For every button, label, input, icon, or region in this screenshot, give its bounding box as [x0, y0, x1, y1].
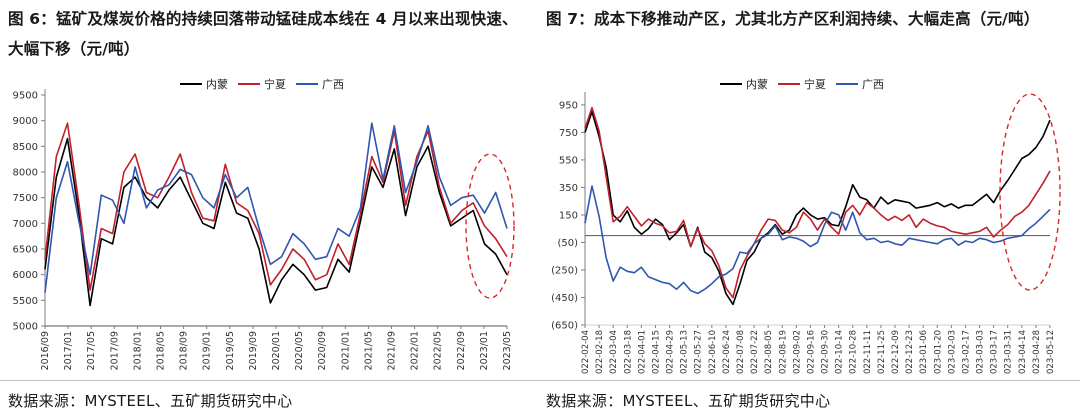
y-tick-label: (650)	[551, 321, 578, 332]
y-tick-label: 8000	[13, 168, 38, 179]
y-tick-label: 9500	[13, 91, 38, 102]
x-tick-label: 2022-07-08	[736, 330, 746, 375]
y-tick-label: 5000	[13, 322, 38, 333]
x-tick-label: 2018/05	[156, 331, 167, 370]
x-tick-label: 2022-04-29	[666, 330, 676, 375]
x-tick-label: 2022/01	[410, 331, 421, 370]
x-tick-label: 2020/09	[317, 331, 328, 370]
chart-figure-6: 5000 5500 6000 6500 7000 7500 8000 8500 9000 9500…	[13, 77, 515, 370]
x-tick-label: 2023-02-03	[947, 330, 957, 375]
x-tick-label: 2022-06-10	[708, 330, 718, 375]
series-line-2	[584, 185, 1051, 295]
x-tick-label: 2017/01	[63, 331, 74, 370]
x-tick-label: 2021/09	[387, 331, 398, 370]
x-tick-label: 2023-02-17	[961, 330, 971, 375]
x-tick-label: 2022/05	[433, 331, 444, 370]
figure-6-title: 图 6：锰矿及煤炭价格的持续回落带动锰硅成本线在 4 月以来出现快速、大幅下移（…	[8, 10, 518, 58]
x-tick-label: 2018/01	[132, 331, 143, 370]
x-tick-label: 2022-10-28	[849, 330, 859, 375]
x-tick-label: 2022-07-22	[750, 330, 760, 375]
x-tick-label: 2022-09-16	[806, 330, 816, 375]
legend-label-2: 广西	[322, 78, 344, 91]
x-tick-label: 2023/05	[502, 331, 513, 370]
x-tick-label: 2023-03-31	[1004, 330, 1014, 375]
x-tick-label: 2022/09	[456, 331, 467, 370]
figure-7-source: 数据来源：MYSTEEL、五矿期货研究中心	[546, 392, 831, 410]
x-tick-label: 2022-05-13	[680, 330, 690, 375]
x-tick-label: 2021/01	[340, 331, 351, 370]
x-tick-label: 2022-03-04	[609, 330, 619, 375]
y-tick-label: 550	[559, 155, 578, 166]
x-tick-label: 2023-03-17	[990, 330, 1000, 375]
x-tick-label: 2023-01-06	[919, 330, 929, 375]
x-tick-label: 2023-03-03	[976, 330, 986, 375]
series-line-0	[44, 137, 508, 307]
x-tick-label: 2022-11-11	[863, 330, 873, 375]
x-tick-label: 2022-04-01	[637, 330, 647, 375]
x-tick-label: 2021/05	[363, 331, 374, 370]
y-tick-label: 150	[559, 210, 578, 221]
chart-figure-7: 950750550350150(50)(250)(450)(650)2022-0…	[551, 77, 1061, 375]
y-tick-label: 9000	[13, 116, 38, 127]
x-tick-label: 2022-02-04	[581, 330, 591, 375]
x-tick-label: 2023-04-28	[1032, 330, 1042, 375]
x-tick-label: 2022-08-19	[778, 330, 788, 375]
legend-label-0: 内蒙	[206, 77, 228, 91]
highlight-ellipse	[465, 153, 515, 299]
x-tick-label: 2022-06-24	[722, 330, 732, 375]
x-tick-label: 2022-04-15	[651, 330, 661, 375]
y-tick-label: (50)	[557, 238, 578, 249]
x-tick-label: 2023-05-12	[1046, 330, 1056, 375]
y-tick-label: 5500	[13, 296, 38, 307]
y-tick-label: 950	[559, 100, 578, 111]
x-tick-label: 2022-08-05	[764, 330, 774, 375]
y-tick-label: 7500	[13, 193, 38, 204]
x-tick-label: 2022-09-30	[821, 330, 831, 375]
series-line-1	[584, 106, 1051, 299]
legend-label-0: 内蒙	[746, 77, 768, 91]
y-tick-label: 8500	[13, 142, 38, 153]
x-tick-label: 2022-12-23	[905, 330, 915, 375]
x-tick-label: 2023-01-20	[933, 330, 943, 375]
x-tick-label: 2020/05	[294, 331, 305, 370]
legend-label-1: 宁夏	[804, 77, 826, 91]
figure-7: 图 7：成本下移推动产区，尤其北方产区利润持续、大幅走高（元/吨） 950 750…	[540, 0, 1080, 419]
x-tick-label: 2016/09	[40, 331, 51, 370]
y-tick-label: 750	[559, 128, 578, 139]
x-tick-label: 2017/05	[86, 331, 97, 370]
y-tick-label: 6500	[13, 245, 38, 256]
x-tick-label: 2022-05-27	[694, 330, 704, 375]
x-tick-label: 2022-02-18	[595, 330, 605, 375]
y-tick-label: 7000	[13, 219, 38, 230]
figure-6: 图 6：锰矿及煤炭价格的持续回落带动锰硅成本线在 4 月以来出现快速、大幅下移（…	[8, 10, 518, 410]
figure-6-source: 数据来源：MYSTEEL、五矿期货研究中心	[8, 392, 293, 410]
x-tick-label: 2020/01	[271, 331, 282, 370]
x-tick-label: 2019/01	[202, 331, 213, 370]
source-divider	[0, 380, 1080, 381]
series-line-0	[584, 110, 1051, 306]
x-tick-label: 2022-11-25	[877, 330, 887, 375]
series-line-1	[44, 122, 508, 291]
y-tick-label: 6000	[13, 270, 38, 281]
x-tick-label: 2023-04-14	[1018, 330, 1028, 375]
x-tick-label: 2022-03-18	[623, 330, 633, 375]
x-tick-label: 2019/05	[225, 331, 236, 370]
y-tick-label: 350	[559, 183, 578, 194]
y-tick-label: (450)	[551, 293, 578, 304]
x-tick-label: 2022-12-09	[891, 330, 901, 375]
x-tick-label: 2017/09	[109, 331, 120, 370]
highlight-ellipse	[999, 93, 1061, 291]
x-tick-label: 2023/01	[479, 331, 490, 370]
y-tick-label: (250)	[551, 265, 578, 276]
series-line-2	[44, 122, 508, 293]
x-tick-label: 2022-10-14	[835, 330, 845, 375]
legend-label-1: 宁夏	[264, 77, 286, 91]
legend-label-2: 广西	[862, 78, 884, 91]
figure-7-title: 图 7：成本下移推动产区，尤其北方产区利润持续、大幅走高（元/吨）	[546, 10, 1040, 28]
x-tick-label: 2018/09	[179, 331, 190, 370]
x-tick-label: 2022-09-02	[792, 330, 802, 375]
x-tick-label: 2019/09	[248, 331, 259, 370]
